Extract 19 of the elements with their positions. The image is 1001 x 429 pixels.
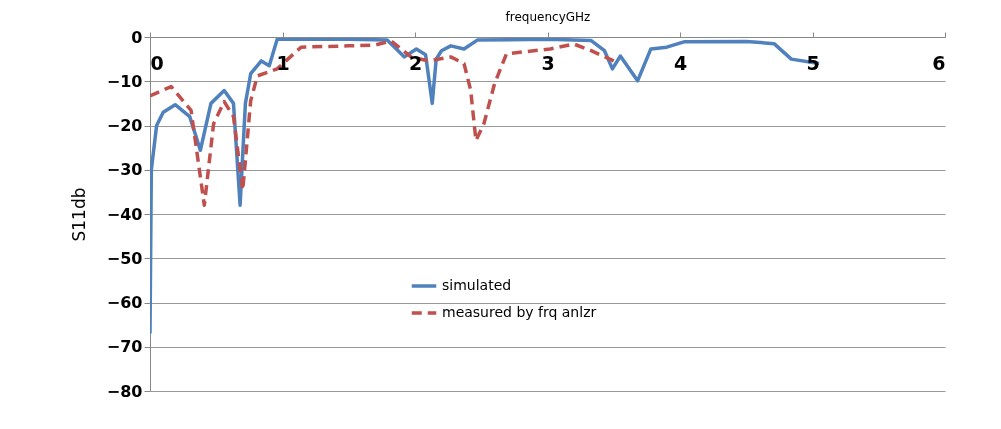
y-tick-label: 0 — [131, 27, 143, 47]
line-series — [150, 39, 616, 207]
x-tick-label: 4 — [673, 51, 688, 74]
y-tick-label: −20 — [106, 116, 143, 135]
x-tick-label: 2 — [408, 51, 423, 74]
y-tick-label: −70 — [106, 337, 143, 357]
y-tick-label: −40 — [106, 204, 143, 224]
x-tick-label: 3 — [541, 51, 555, 74]
x-axis-title: frequencyGHz — [505, 10, 591, 24]
x-tick-label: 6 — [932, 51, 946, 74]
y-tick-label: −10 — [106, 71, 143, 91]
y-axis-title: S11db — [68, 187, 89, 242]
y-tick-label: −50 — [106, 248, 143, 268]
legend-label: measured by frq anlzr — [442, 304, 597, 320]
y-tick-label: −60 — [106, 293, 143, 312]
y-tick-label: −30 — [106, 160, 143, 180]
y-tick-label: −80 — [106, 381, 143, 401]
legend-label: simulated — [442, 277, 512, 293]
x-tick-label: 0 — [150, 51, 164, 74]
